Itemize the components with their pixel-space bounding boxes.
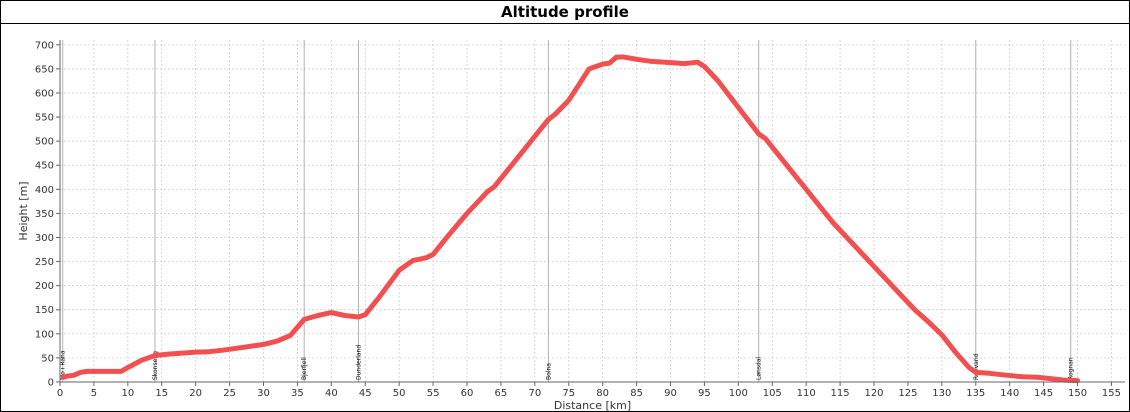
x-tick-label: 85 bbox=[630, 388, 643, 399]
series-layer bbox=[60, 54, 1080, 384]
x-axis-label: Distance [km] bbox=[554, 399, 631, 412]
x-tick-label: 120 bbox=[864, 388, 883, 399]
x-tick-label: 30 bbox=[257, 388, 270, 399]
axes: 0501001502002503003504004505005506006507… bbox=[35, 40, 1125, 399]
x-tick-label: 55 bbox=[427, 388, 440, 399]
waypoint-label: Rønvand bbox=[973, 353, 980, 380]
x-tick-label: 145 bbox=[1034, 388, 1053, 399]
x-tick-label: 60 bbox=[461, 388, 474, 399]
x-tick-label: 100 bbox=[729, 388, 748, 399]
y-tick-label: 500 bbox=[35, 137, 54, 148]
x-tick-label: 20 bbox=[189, 388, 202, 399]
waypoint-label: Bolna bbox=[545, 363, 552, 380]
y-tick-label: 100 bbox=[35, 329, 54, 340]
x-tick-label: 0 bbox=[57, 388, 63, 399]
x-tick-label: 35 bbox=[291, 388, 304, 399]
y-tick-label: 150 bbox=[35, 305, 54, 316]
waypoint-markers: Mo i Rana Skonseng Bjerfjell Dunderland Boln… bbox=[60, 40, 1075, 382]
x-tick-label: 50 bbox=[393, 388, 406, 399]
x-tick-label: 115 bbox=[831, 388, 850, 399]
chart-title: Altitude profile bbox=[501, 3, 629, 21]
y-tick-label: 550 bbox=[35, 113, 54, 124]
y-axis-label: Height [m] bbox=[17, 181, 30, 240]
y-tick-label: 0 bbox=[48, 378, 54, 389]
x-tick-label: 10 bbox=[121, 388, 134, 399]
x-tick-label: 95 bbox=[698, 388, 711, 399]
altitude-series-line bbox=[60, 54, 1080, 384]
waypoint-label: Dunderland bbox=[355, 345, 362, 380]
y-tick-label: 650 bbox=[35, 64, 54, 75]
x-tick-label: 130 bbox=[932, 388, 951, 399]
y-tick-label: 300 bbox=[35, 233, 54, 244]
title-divider bbox=[1, 23, 1129, 24]
x-tick-label: 15 bbox=[155, 388, 168, 399]
waypoint-label: Rognan bbox=[1068, 357, 1075, 380]
x-tick-label: 90 bbox=[664, 388, 677, 399]
x-tick-label: 25 bbox=[223, 388, 236, 399]
x-tick-label: 150 bbox=[1068, 388, 1087, 399]
y-tick-label: 450 bbox=[35, 161, 54, 172]
plot-area bbox=[60, 40, 1125, 382]
x-tick-label: 125 bbox=[898, 388, 917, 399]
x-tick-label: 155 bbox=[1102, 388, 1121, 399]
x-tick-label: 135 bbox=[966, 388, 985, 399]
grid bbox=[59, 40, 1125, 383]
x-tick-label: 70 bbox=[528, 388, 541, 399]
x-tick-label: 5 bbox=[91, 388, 97, 399]
waypoint-label: Mo i Rana bbox=[60, 350, 67, 380]
waypoint-label: Bjerfjell bbox=[301, 357, 308, 380]
x-tick-label: 140 bbox=[1000, 388, 1019, 399]
x-tick-label: 110 bbox=[797, 388, 816, 399]
x-tick-label: 105 bbox=[763, 388, 782, 399]
x-tick-label: 45 bbox=[359, 388, 372, 399]
y-tick-label: 250 bbox=[35, 257, 54, 268]
y-tick-label: 200 bbox=[35, 281, 54, 292]
x-tick-label: 75 bbox=[562, 388, 575, 399]
y-tick-label: 350 bbox=[35, 209, 54, 220]
y-tick-label: 50 bbox=[41, 353, 54, 364]
waypoint-label: Lønsdal bbox=[756, 357, 763, 380]
y-tick-label: 700 bbox=[35, 40, 54, 51]
waypoint-label: Skonseng bbox=[152, 351, 159, 380]
y-tick-label: 400 bbox=[35, 185, 54, 196]
x-tick-label: 80 bbox=[596, 388, 609, 399]
x-tick-label: 40 bbox=[325, 388, 338, 399]
y-tick-label: 600 bbox=[35, 88, 54, 99]
x-tick-label: 65 bbox=[495, 388, 508, 399]
